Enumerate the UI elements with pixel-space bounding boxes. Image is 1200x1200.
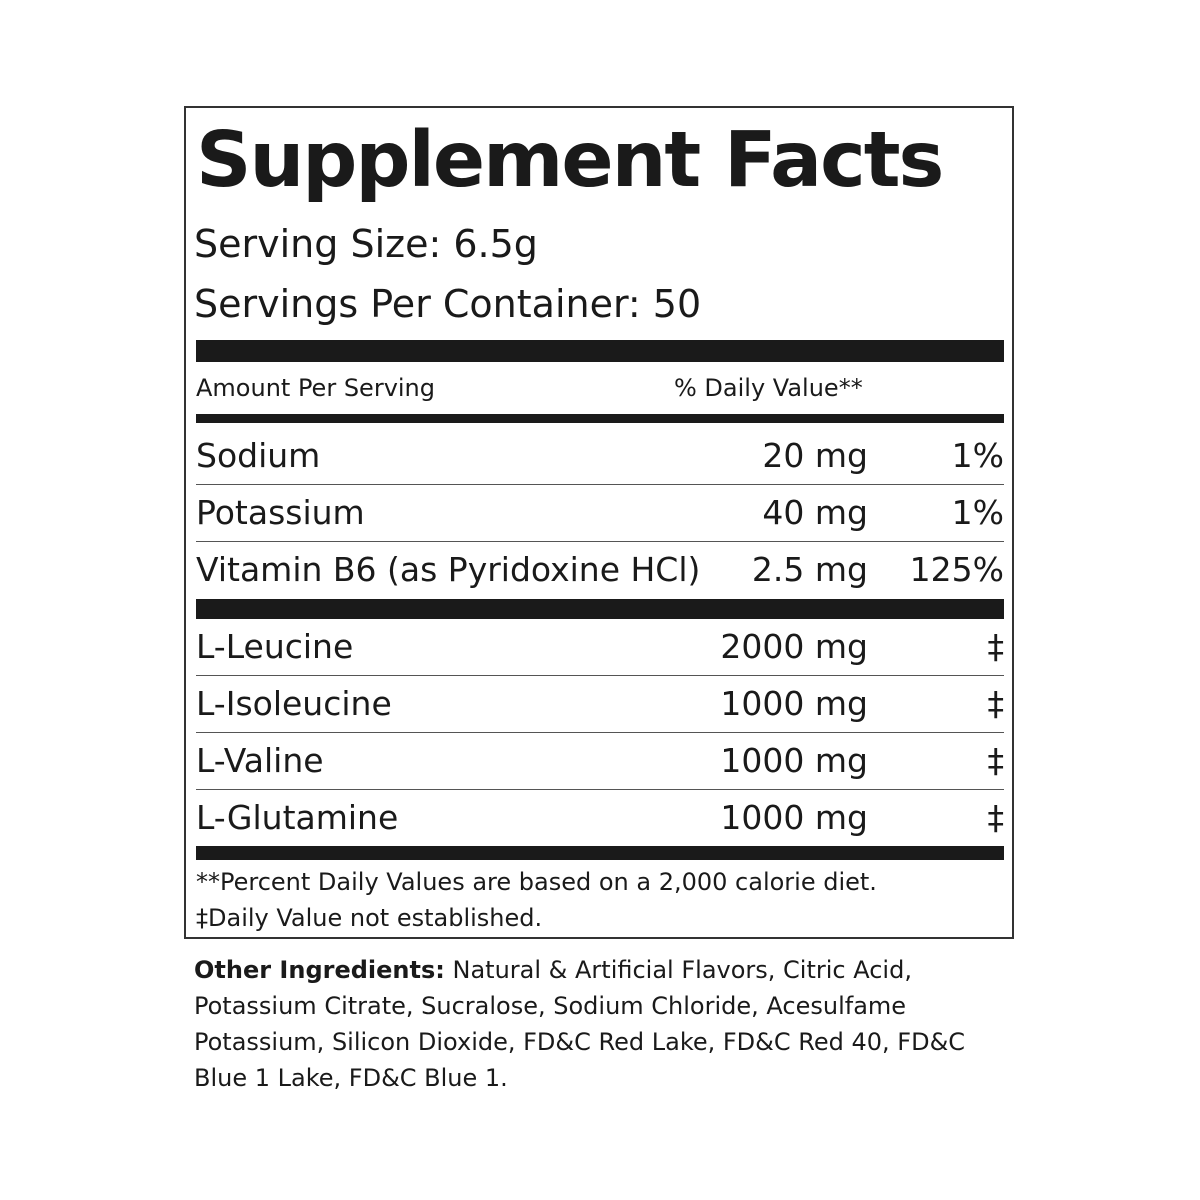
nutrient-amount: 2.5 mg	[751, 550, 868, 589]
nutrient-dv: 1%	[951, 493, 1004, 532]
thick-divider	[196, 340, 1004, 362]
nutrient-dv: 125%	[909, 550, 1004, 589]
nutrient-dv: ‡	[987, 741, 1005, 780]
nutrient-row: L-Leucine 2000 mg ‡	[196, 619, 1004, 676]
nutrient-row: L-Isoleucine 1000 mg ‡	[196, 676, 1004, 733]
nutrient-row: L-Valine 1000 mg ‡	[196, 733, 1004, 790]
nutrient-amount: 20 mg	[762, 436, 868, 475]
nutrient-dv: ‡	[987, 627, 1005, 666]
nutrient-row: Vitamin B6 (as Pyridoxine HCl) 2.5 mg 125%	[196, 542, 1004, 598]
other-ingredients: Other Ingredients: Natural & Artificial …	[194, 952, 1014, 1096]
serving-size: Serving Size: 6.5g	[194, 222, 538, 266]
nutrient-name: Potassium	[196, 493, 365, 532]
nutrient-name: Vitamin B6 (as Pyridoxine HCl)	[196, 550, 701, 589]
footnote-dv: **Percent Daily Values are based on a 2,…	[196, 868, 877, 896]
nutrient-amount: 1000 mg	[720, 741, 868, 780]
thick-divider	[196, 599, 1004, 619]
nutrient-dv: ‡	[987, 684, 1005, 723]
nutrient-dv: 1%	[951, 436, 1004, 475]
servings-per-container: Servings Per Container: 50	[194, 282, 702, 326]
nutrient-amount: 1000 mg	[720, 798, 868, 837]
nutrient-row: Sodium 20 mg 1%	[196, 428, 1004, 485]
thick-divider	[196, 846, 1004, 860]
nutrient-amount: 2000 mg	[720, 627, 868, 666]
nutrient-name: L-Leucine	[196, 627, 354, 666]
nutrient-dv: ‡	[987, 798, 1005, 837]
other-ingredients-text: Natural & Artificial Flavors, Citric Aci…	[194, 956, 966, 1092]
footnote-not-established: ‡Daily Value not established.	[196, 904, 543, 932]
nutrient-name: L-Isoleucine	[196, 684, 392, 723]
nutrient-row: L-Glutamine 1000 mg ‡	[196, 790, 1004, 846]
medium-divider	[196, 414, 1004, 423]
other-ingredients-label: Other Ingredients:	[194, 956, 445, 984]
amount-header: Amount Per Serving	[196, 374, 436, 402]
nutrient-name: L-Valine	[196, 741, 324, 780]
nutrient-amount: 1000 mg	[720, 684, 868, 723]
nutrient-name: Sodium	[196, 436, 321, 475]
nutrient-row: Potassium 40 mg 1%	[196, 485, 1004, 542]
supplement-facts-panel: Supplement Facts Serving Size: 6.5g Serv…	[184, 106, 1014, 939]
panel-title: Supplement Facts	[196, 116, 944, 205]
nutrient-amount: 40 mg	[762, 493, 868, 532]
dv-header: % Daily Value**	[674, 374, 863, 402]
nutrient-name: L-Glutamine	[196, 798, 399, 837]
